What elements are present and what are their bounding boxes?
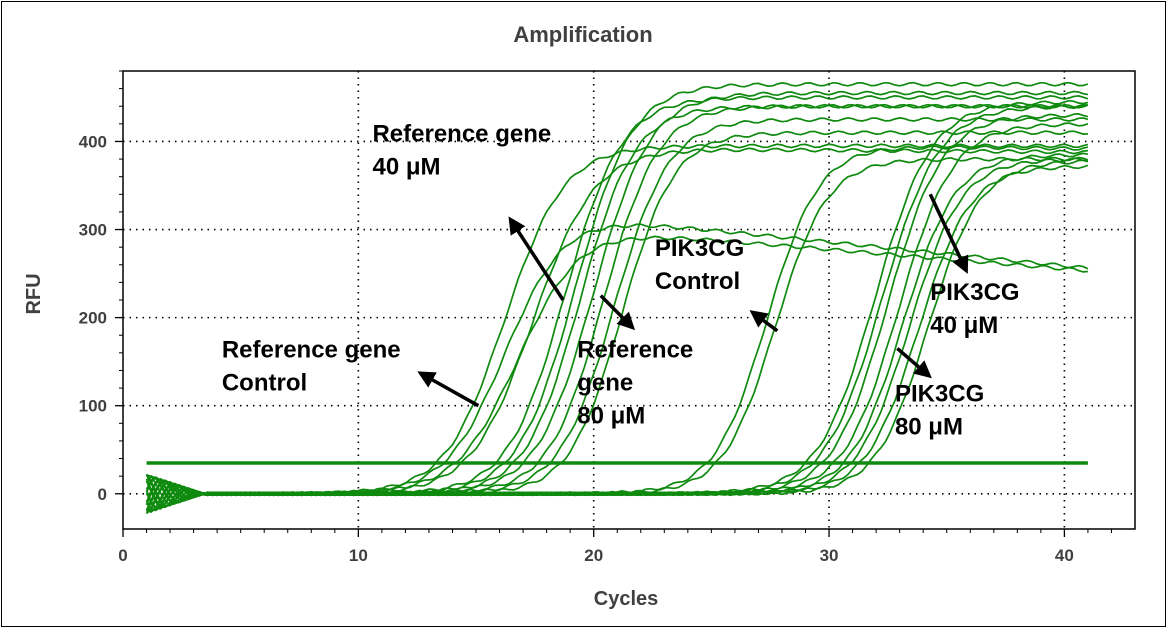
y-tick-label: 0 (98, 485, 107, 504)
annotation-arrow (599, 294, 636, 331)
annotations: Reference gene 40 μM Reference gene Control… (222, 120, 1020, 440)
annotation-arrow (928, 193, 969, 274)
y-tick-label: 100 (79, 397, 107, 416)
chart-title: Amplification (513, 22, 652, 47)
amplification-curve (146, 103, 1089, 513)
x-tick-label: 30 (820, 546, 839, 565)
y-axis-label: RFU (23, 273, 45, 314)
annotation-arrow (896, 347, 932, 379)
x-tick-label: 40 (1055, 546, 1074, 565)
annotation-label: PIK3CG Control (655, 235, 744, 295)
y-tick-label: 200 (79, 309, 107, 328)
annotation-arrow (749, 310, 779, 333)
y-tick-label: 400 (79, 132, 107, 151)
annotation-label: PIK3CG 40 μM (930, 279, 1019, 339)
annotation-label: Reference gene 80 μM (577, 336, 693, 429)
y-tick-label: 300 (79, 221, 107, 240)
annotation-label: Reference gene 40 μM (372, 120, 551, 180)
x-tick-label: 0 (118, 546, 127, 565)
x-tick-label: 20 (584, 546, 603, 565)
x-tick-label: 10 (349, 546, 368, 565)
x-axis-label: Cycles (594, 588, 659, 610)
grid (123, 71, 1135, 529)
amplification-curve (146, 164, 1089, 513)
annotation-label: Reference gene Control (222, 336, 401, 396)
annotation-arrow (417, 371, 480, 408)
amplification-curve (145, 159, 1089, 506)
annotation-label: PIK3CG 80 μM (895, 380, 984, 440)
amplification-curves (145, 81, 1089, 515)
annotation-arrow (508, 216, 565, 301)
